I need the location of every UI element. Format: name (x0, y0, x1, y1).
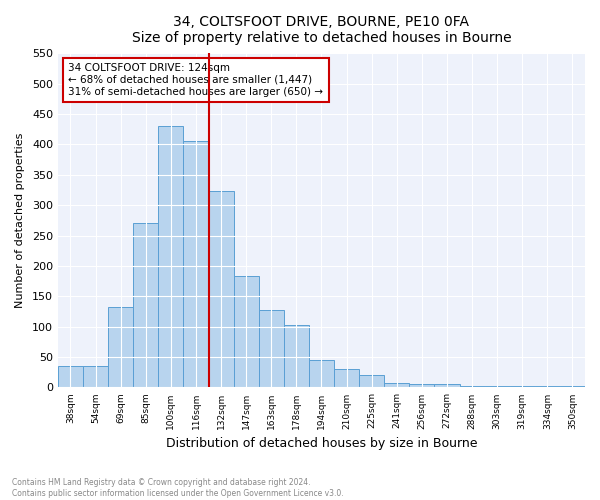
Bar (133, 224, 158, 388)
Text: 34 COLTSFOOT DRIVE: 124sqm
← 68% of detached houses are smaller (1,447)
31% of s: 34 COLTSFOOT DRIVE: 124sqm ← 68% of deta… (68, 64, 323, 96)
Bar (158, 126, 184, 388)
Bar (384, 382, 409, 388)
Bar (560, 386, 585, 388)
Bar (309, 360, 334, 388)
Bar (409, 384, 434, 388)
Bar (108, 306, 133, 388)
Bar (233, 276, 259, 388)
Bar (359, 376, 384, 388)
Bar (284, 325, 309, 388)
Bar (58, 366, 83, 388)
Bar (184, 142, 209, 388)
Bar (510, 386, 535, 388)
Bar (259, 310, 284, 388)
Bar (434, 384, 460, 388)
Bar (535, 386, 560, 388)
Title: 34, COLTSFOOT DRIVE, BOURNE, PE10 0FA
Size of property relative to detached hous: 34, COLTSFOOT DRIVE, BOURNE, PE10 0FA Si… (131, 15, 511, 45)
Text: Contains HM Land Registry data © Crown copyright and database right 2024.
Contai: Contains HM Land Registry data © Crown c… (12, 478, 344, 498)
Bar (460, 386, 485, 388)
X-axis label: Distribution of detached houses by size in Bourne: Distribution of detached houses by size … (166, 437, 477, 450)
Y-axis label: Number of detached properties: Number of detached properties (15, 132, 25, 308)
Bar (485, 386, 510, 388)
Bar (209, 191, 233, 388)
Bar (334, 369, 359, 388)
Bar (83, 366, 108, 388)
